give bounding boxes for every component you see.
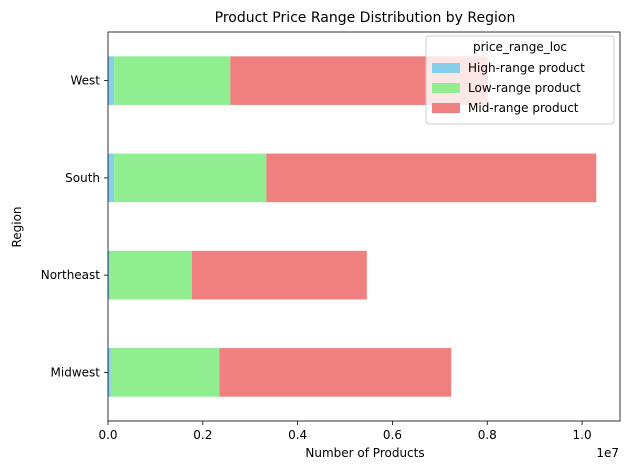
bar-west-high-range-product [108, 56, 115, 105]
y-tick-label-northeast: Northeast [41, 268, 101, 282]
legend-title: price_range_loc [473, 40, 567, 54]
legend-box [425, 35, 615, 125]
legend-label: Low-range product [468, 81, 581, 95]
plot-frame [107, 31, 621, 422]
legend-swatch [432, 83, 460, 93]
bar-south-mid-range-product [266, 153, 597, 203]
y-tick-label-midwest: Midwest [51, 365, 101, 379]
bar-northeast-mid-range-product [191, 250, 367, 300]
x-axis-offset-text: 1e7 [596, 446, 619, 460]
bar-midwest-low-range-product [110, 348, 220, 397]
x-tick-label: 0.0 [98, 428, 117, 442]
bar-northeast-high-range-product [108, 250, 110, 300]
legend-swatch [432, 63, 460, 73]
y-tick-label-south: South [65, 171, 100, 185]
x-tick-label: 1.0 [573, 428, 592, 442]
y-tick-label-west: West [70, 74, 100, 88]
legend-label: Mid-range product [468, 101, 579, 115]
legend-swatch [432, 103, 460, 113]
x-tick-label: 0.6 [383, 428, 402, 442]
bar-midwest-mid-range-product [219, 348, 452, 397]
x-tick-label: 0.2 [193, 428, 212, 442]
x-tick-label: 0.8 [478, 428, 497, 442]
legend: price_range_loc High-range product Low-ran… [425, 35, 615, 125]
bar-northeast-low-range-product [109, 250, 192, 300]
x-axis-label: Number of Products [305, 446, 424, 460]
bar-west-low-range-product [114, 56, 231, 105]
chart-title: Product Price Range Distribution by Regi… [215, 10, 516, 26]
y-axis-label: Region [10, 206, 24, 247]
axes-group: 0.0 0.2 0.4 0.6 0.8 1.0 Midwest Northeast South W… [41, 31, 621, 442]
bar-south-low-range-product [114, 153, 267, 203]
legend-label: High-range product [468, 61, 585, 75]
bar-south-high-range-product [108, 153, 115, 203]
x-tick-label: 0.4 [288, 428, 307, 442]
bar-midwest-high-range-product [108, 348, 111, 397]
